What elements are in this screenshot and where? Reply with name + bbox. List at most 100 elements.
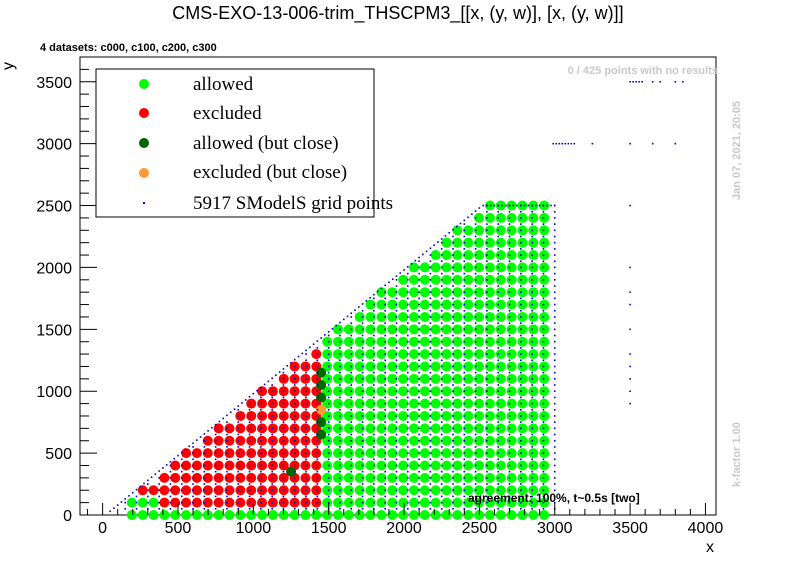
grid-point	[486, 464, 488, 467]
grid-point	[497, 495, 500, 498]
grid-point	[154, 473, 157, 475]
data-point	[398, 497, 409, 508]
grid-point	[508, 322, 511, 324]
grid-point	[293, 483, 296, 485]
grid-point	[508, 452, 511, 454]
grid-point	[474, 470, 477, 473]
y-tick-label: 1000	[36, 384, 72, 401]
grid-point	[406, 390, 409, 393]
grid-point	[674, 142, 677, 145]
data-point	[333, 373, 344, 384]
data-point	[452, 423, 463, 434]
grid-point	[497, 396, 500, 399]
grid-point	[553, 464, 556, 467]
grid-point	[293, 384, 296, 386]
grid-point	[531, 353, 533, 355]
x-axis: 0 500 1000 1500 2000 2500 3000 3500 4000	[87, 503, 723, 537]
grid-point	[260, 470, 262, 473]
grid-point	[395, 297, 398, 300]
grid-point	[429, 408, 432, 411]
grid-point	[361, 446, 364, 448]
data-point	[343, 324, 354, 335]
data-point	[452, 336, 463, 347]
grid-point	[226, 427, 228, 430]
data-point	[528, 485, 539, 496]
data-point	[398, 460, 409, 471]
data-point	[202, 448, 213, 459]
grid-point	[373, 452, 375, 454]
grid-point	[305, 371, 307, 374]
data-point	[463, 299, 474, 310]
grid-point	[553, 254, 556, 256]
grid-point	[531, 396, 533, 399]
data-point	[159, 497, 170, 508]
grid-point	[520, 316, 522, 318]
grid-point	[384, 408, 386, 411]
grid-point	[474, 458, 477, 461]
data-point	[213, 485, 224, 496]
grid-point	[305, 458, 307, 461]
grid-point	[248, 458, 251, 461]
grid-point	[248, 464, 251, 467]
grid-point	[406, 427, 409, 430]
grid-point	[440, 260, 443, 263]
data-point	[452, 386, 463, 397]
grid-point	[486, 309, 488, 312]
grid-point	[180, 470, 183, 473]
grid-point	[550, 204, 552, 207]
grid-point	[486, 408, 488, 411]
grid-point	[395, 303, 398, 306]
grid-point	[226, 421, 228, 423]
grid-point	[373, 489, 375, 492]
grid-point	[553, 241, 556, 244]
grid-point	[452, 477, 454, 479]
grid-point	[395, 291, 398, 293]
grid-point	[520, 217, 522, 219]
grid-point	[474, 322, 477, 324]
grid-point	[384, 433, 386, 436]
grid-point	[199, 436, 202, 438]
grid-point	[474, 433, 477, 436]
grid-point	[542, 204, 545, 207]
data-point	[506, 336, 517, 347]
grid-point	[147, 479, 149, 482]
data-point	[430, 299, 441, 310]
grid-point	[248, 408, 251, 411]
grid-point	[474, 254, 477, 256]
grid-point	[508, 483, 511, 485]
grid-point	[531, 272, 533, 275]
grid-point	[271, 501, 273, 504]
grid-point	[531, 316, 533, 318]
grid-point	[486, 353, 488, 355]
data-point	[191, 472, 202, 483]
grid-point	[395, 279, 398, 281]
data-point	[452, 410, 463, 421]
grid-point	[293, 378, 296, 380]
data-point	[202, 497, 213, 508]
grid-point	[497, 501, 500, 504]
data-point	[517, 299, 528, 310]
grid-point	[542, 365, 545, 368]
grid-point	[542, 322, 545, 324]
data-point	[517, 287, 528, 298]
grid-point	[629, 365, 631, 368]
grid-point	[553, 353, 556, 355]
grid-point	[361, 316, 364, 318]
grid-point	[406, 384, 409, 386]
data-point	[354, 510, 365, 520]
data-point	[484, 324, 495, 335]
grid-point	[531, 384, 533, 386]
grid-point	[542, 489, 545, 492]
grid-point	[260, 396, 262, 399]
grid-point	[508, 458, 511, 461]
grid-point	[486, 334, 488, 337]
grid-point	[553, 279, 556, 281]
grid-point	[418, 439, 420, 442]
data-point	[484, 398, 495, 409]
grid-point	[452, 489, 454, 492]
data-point	[430, 485, 441, 496]
data-point	[387, 349, 398, 360]
grid-point	[531, 241, 533, 244]
data-point	[506, 485, 517, 496]
grid-point	[520, 427, 522, 430]
